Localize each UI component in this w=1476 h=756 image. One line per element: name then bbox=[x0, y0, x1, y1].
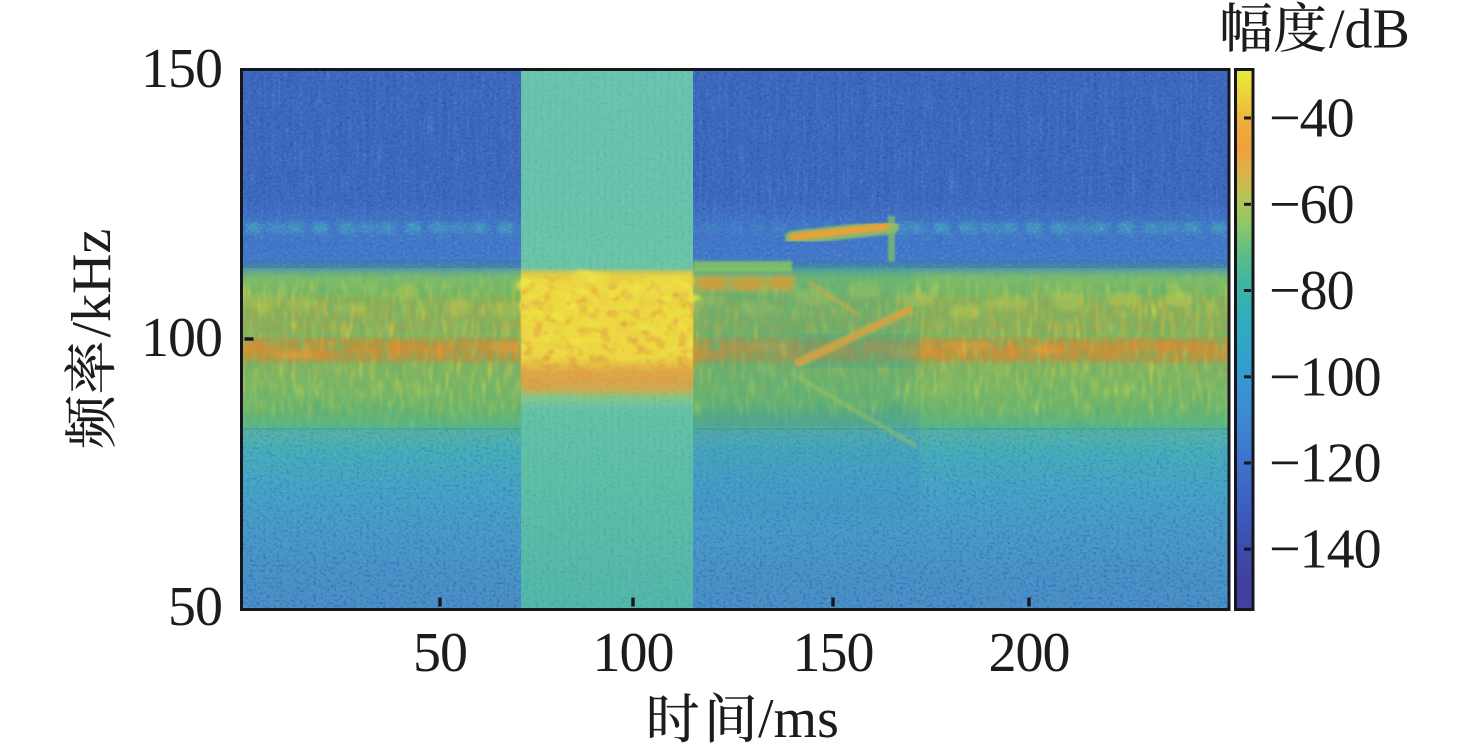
svg-text:/ms: /ms bbox=[758, 688, 839, 750]
svg-text:−100: −100 bbox=[1269, 346, 1381, 408]
svg-text:−40: −40 bbox=[1269, 88, 1354, 150]
svg-text:150: 150 bbox=[141, 38, 222, 100]
svg-text:50: 50 bbox=[413, 622, 467, 684]
svg-text:100: 100 bbox=[141, 307, 222, 369]
svg-text:/dB: /dB bbox=[1329, 0, 1410, 61]
svg-text:100: 100 bbox=[593, 622, 674, 684]
svg-text:200: 200 bbox=[989, 622, 1070, 684]
svg-text:150: 150 bbox=[793, 622, 874, 684]
svg-text:/kHz: /kHz bbox=[61, 229, 123, 338]
svg-text:−140: −140 bbox=[1269, 519, 1381, 581]
svg-text:−120: −120 bbox=[1269, 433, 1381, 495]
svg-text:−80: −80 bbox=[1269, 260, 1354, 322]
svg-text:50: 50 bbox=[168, 576, 222, 638]
svg-text:−60: −60 bbox=[1269, 174, 1354, 236]
